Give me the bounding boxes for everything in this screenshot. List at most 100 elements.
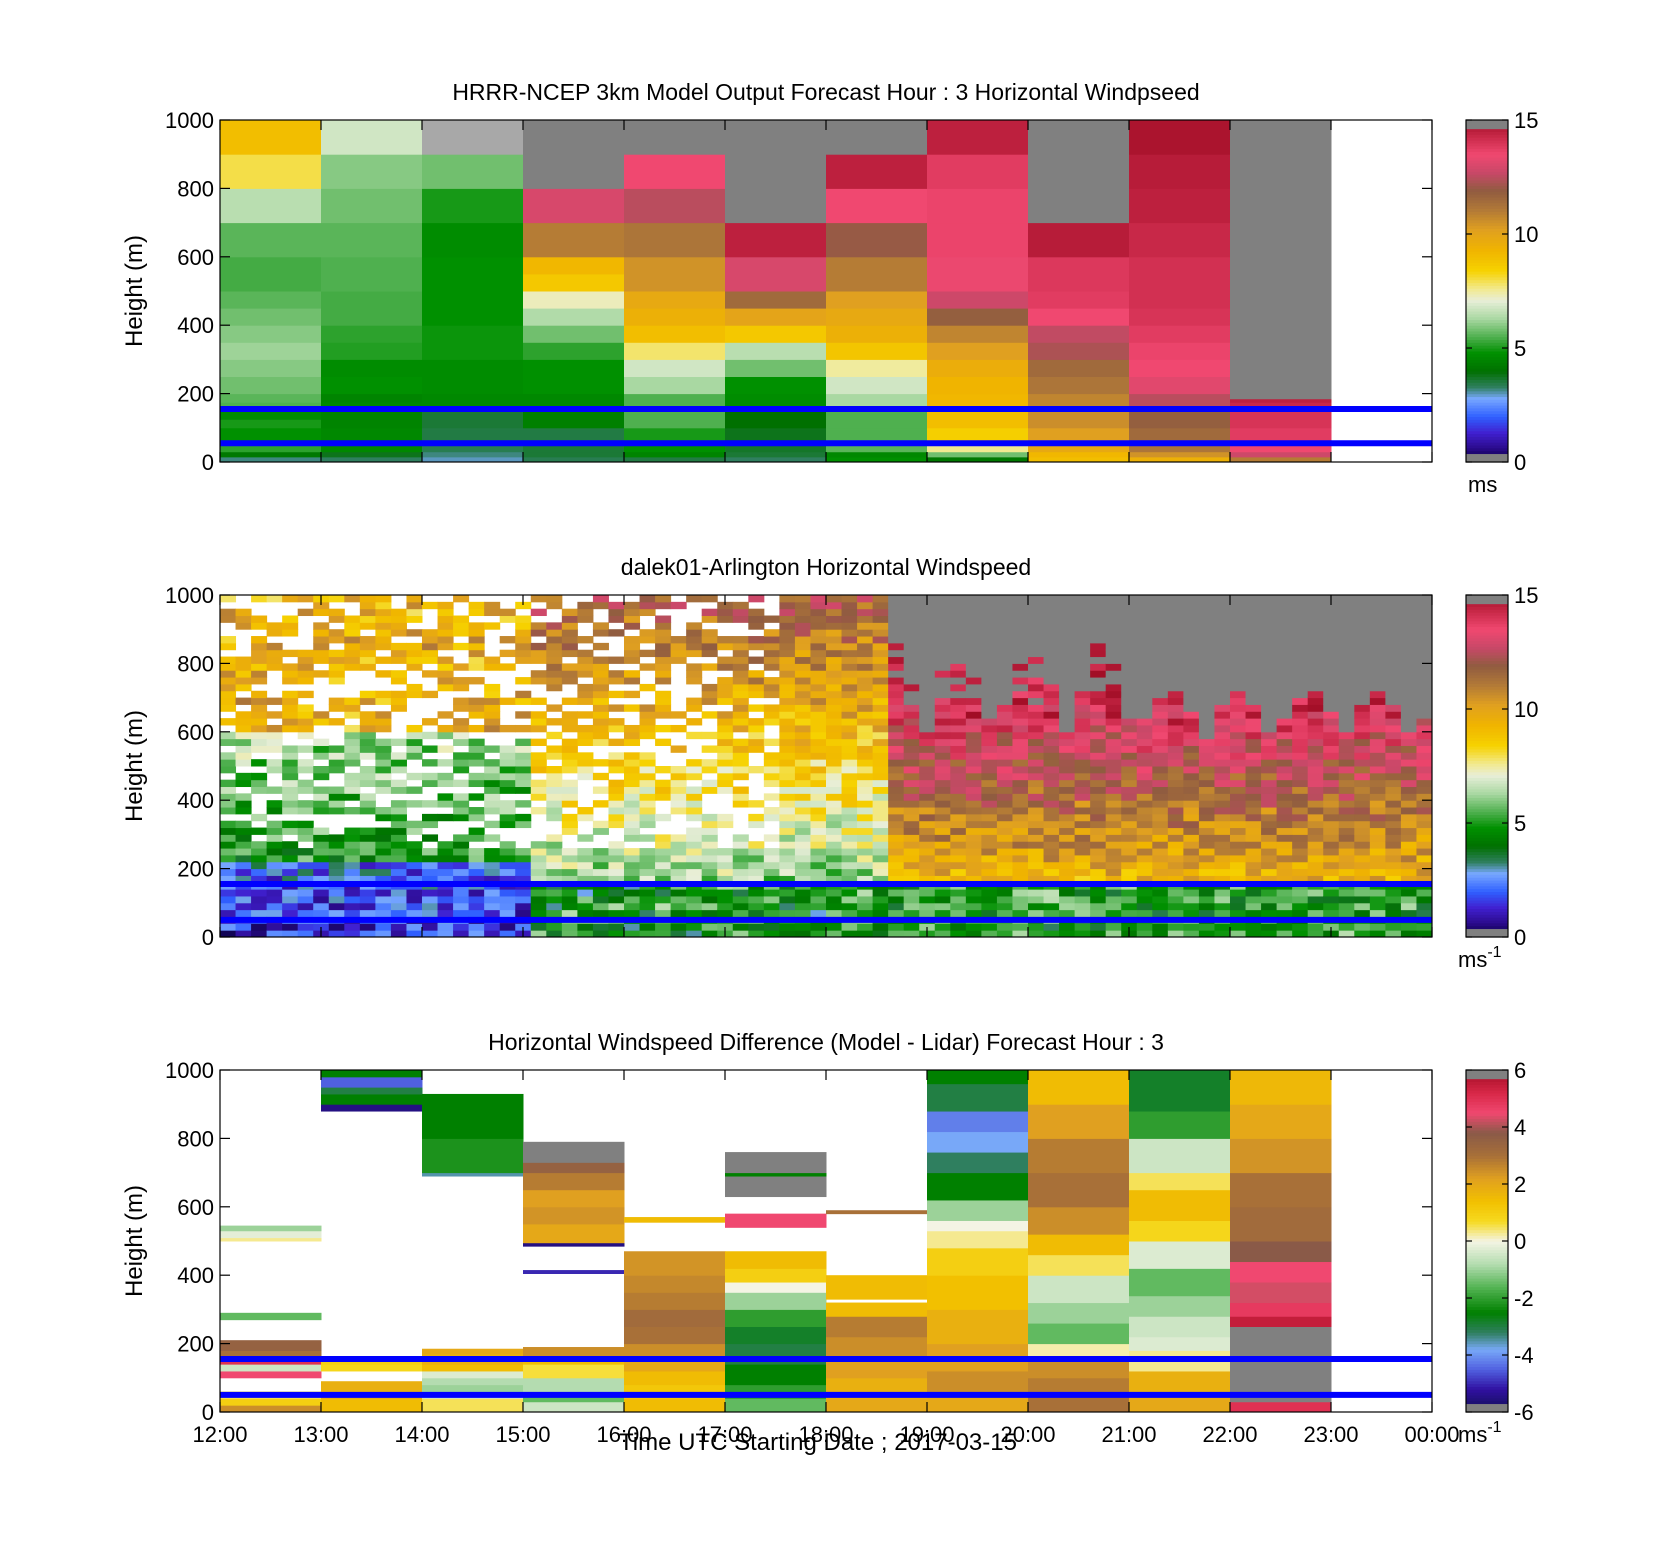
heatmap-cell xyxy=(1230,807,1247,815)
heatmap-cell xyxy=(266,642,283,651)
colorbar-tick-label: 5 xyxy=(1514,336,1526,361)
heatmap-cell xyxy=(220,793,237,801)
colorbar-tick-label: 0 xyxy=(1514,1229,1526,1254)
colorbar-segment xyxy=(1466,1383,1508,1387)
heatmap-cell xyxy=(732,677,749,685)
heatmap-cell xyxy=(1136,841,1153,849)
heatmap-cell xyxy=(748,902,765,911)
heatmap-cell xyxy=(1167,595,1184,603)
heatmap-cell xyxy=(313,718,330,726)
heatmap-cell xyxy=(779,930,796,938)
heatmap-cell xyxy=(1105,752,1122,760)
heatmap-cells xyxy=(220,595,1433,938)
heatmap-cell xyxy=(453,902,470,911)
heatmap-cell xyxy=(981,902,998,911)
heatmap-cell xyxy=(251,895,268,904)
heatmap-cell xyxy=(981,834,998,842)
heatmap-cell xyxy=(453,629,470,637)
heatmap-cell xyxy=(1230,1401,1332,1413)
heatmap-cell xyxy=(763,923,780,931)
heatmap-cell xyxy=(919,636,936,644)
heatmap-cell xyxy=(499,663,516,671)
heatmap-cell xyxy=(810,636,827,644)
heatmap-cell xyxy=(810,608,827,617)
heatmap-cell xyxy=(297,766,314,774)
heatmap-cell xyxy=(1028,325,1130,343)
heatmap-cell xyxy=(1261,930,1278,938)
heatmap-cell xyxy=(328,649,345,658)
colorbar-segment xyxy=(1466,609,1508,613)
heatmap-cell xyxy=(872,683,889,692)
heatmap-cell xyxy=(996,690,1013,699)
heatmap-cell xyxy=(965,793,982,801)
heatmap-cell xyxy=(390,820,407,829)
heatmap-cell xyxy=(1167,670,1184,678)
heatmap-cell xyxy=(235,854,252,863)
heatmap-cell xyxy=(1276,841,1293,849)
heatmap-cell xyxy=(499,820,516,829)
heatmap-cell xyxy=(546,868,563,876)
heatmap-cell xyxy=(1400,752,1417,760)
heatmap-cell xyxy=(1338,615,1355,623)
heatmap-cell xyxy=(608,718,625,726)
heatmap-cell xyxy=(1059,779,1076,788)
heatmap-cell xyxy=(1385,848,1402,856)
heatmap-cell xyxy=(530,629,547,637)
heatmap-cell xyxy=(927,1247,1029,1276)
heatmap-cell xyxy=(1369,820,1386,829)
heatmap-cell xyxy=(561,800,578,808)
heatmap-cell xyxy=(390,615,407,623)
heatmap-cell xyxy=(592,868,609,876)
heatmap-cell xyxy=(1245,601,1262,610)
heatmap-cell xyxy=(235,663,252,671)
heatmap-cell xyxy=(1214,724,1231,733)
heatmap-cell xyxy=(1261,841,1278,849)
heatmap-cell xyxy=(422,854,439,863)
heatmap-cell xyxy=(375,766,392,774)
heatmap-cell xyxy=(1152,690,1169,699)
heatmap-cell xyxy=(499,875,516,883)
heatmap-cell xyxy=(1245,677,1262,685)
heatmap-cell xyxy=(779,868,796,876)
heatmap-cell xyxy=(841,772,858,781)
heatmap-cell xyxy=(763,779,780,788)
heatmap-cell xyxy=(919,923,936,931)
heatmap-cell xyxy=(624,766,641,774)
heatmap-cell xyxy=(841,909,858,917)
heatmap-cell xyxy=(422,923,439,931)
heatmap-cell xyxy=(965,779,982,788)
colorbar-segment xyxy=(1466,1409,1508,1413)
heatmap-cell xyxy=(359,841,376,849)
heatmap-cell xyxy=(577,731,594,740)
heatmap-cell xyxy=(1152,663,1169,671)
colorbar-segment xyxy=(1466,447,1508,452)
heatmap-cell xyxy=(1369,731,1386,740)
heatmap-cell xyxy=(1152,820,1169,829)
heatmap-cell xyxy=(624,615,641,623)
colorbar-segment xyxy=(1466,1203,1508,1208)
heatmap-cell xyxy=(297,779,314,788)
heatmap-cell xyxy=(321,291,423,326)
heatmap-cell xyxy=(1323,738,1340,746)
panel-model: HRRR-NCEP 3km Model Output Forecast Hour… xyxy=(121,79,1538,497)
colorbar-segment xyxy=(1466,1149,1508,1154)
heatmap-cell xyxy=(1043,615,1060,623)
heatmap-cell xyxy=(872,595,889,603)
heatmap-cell xyxy=(1198,642,1215,651)
heatmap-cell xyxy=(1230,1282,1332,1304)
heatmap-cell xyxy=(826,923,843,931)
heatmap-cell xyxy=(608,909,625,917)
heatmap-cell xyxy=(624,451,726,458)
heatmap-cell xyxy=(981,745,998,753)
heatmap-cell xyxy=(1292,690,1309,699)
heatmap-cell xyxy=(903,718,920,726)
heatmap-cell xyxy=(422,154,524,189)
heatmap-cell xyxy=(390,608,407,617)
heatmap-cell xyxy=(826,1275,928,1300)
heatmap-cell xyxy=(826,410,928,429)
heatmap-cell xyxy=(794,820,811,829)
heatmap-cell xyxy=(1354,800,1371,808)
heatmap-cell xyxy=(919,629,936,637)
heatmap-cell xyxy=(546,800,563,808)
